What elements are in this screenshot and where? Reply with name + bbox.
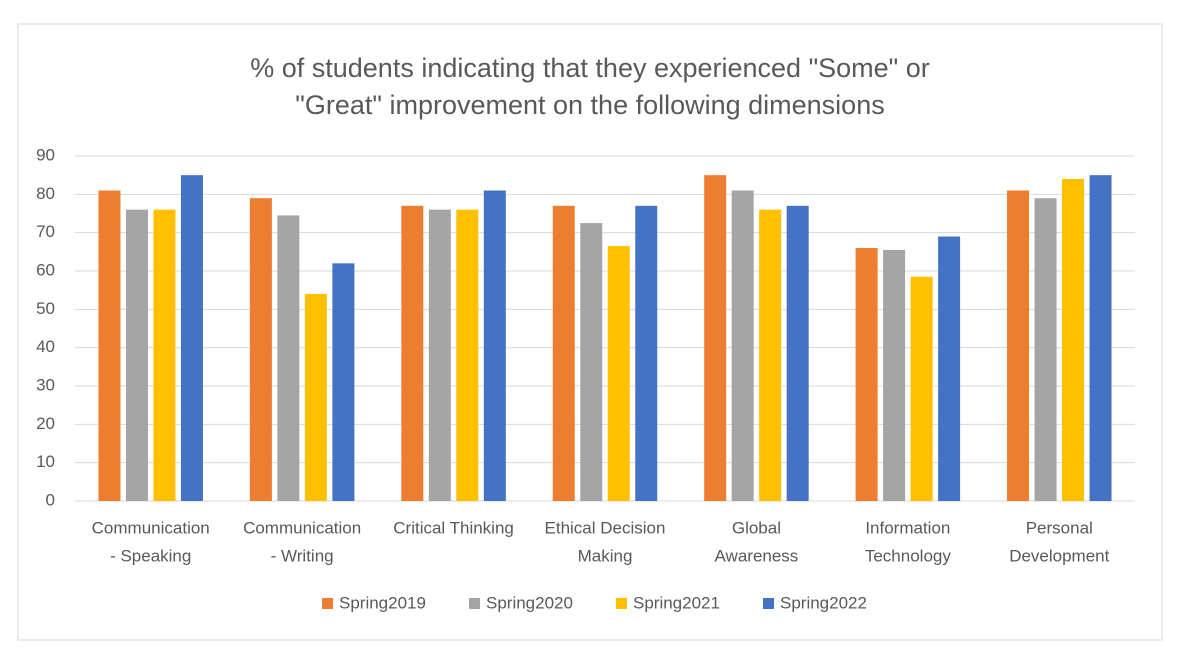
bar [759, 209, 782, 501]
chart-title: % of students indicating that they exper… [250, 53, 930, 83]
y-tick-label: 90 [36, 145, 55, 164]
bar [428, 209, 451, 501]
y-tick-label: 10 [36, 452, 55, 471]
x-tick-label: Communication [243, 518, 361, 537]
bar [98, 190, 121, 501]
bar [580, 223, 603, 502]
chart-title: "Great" improvement on the following dim… [295, 90, 884, 120]
bar [483, 190, 506, 501]
y-tick-label: 50 [36, 299, 55, 318]
bar [456, 209, 479, 501]
x-tick-label: Global [732, 518, 781, 537]
legend-swatch [322, 598, 333, 609]
y-tick-label: 60 [36, 260, 55, 279]
x-tick-label: - Writing [271, 546, 334, 565]
bar [938, 236, 961, 501]
y-tick-label: 0 [46, 490, 55, 509]
x-tick-label: Critical Thinking [393, 518, 514, 537]
x-tick-label: Information [865, 518, 950, 537]
bar [855, 248, 878, 501]
legend-label: Spring2021 [633, 593, 720, 612]
bar [249, 198, 272, 501]
bar [1034, 198, 1057, 501]
x-tick-label: - Speaking [110, 546, 191, 565]
bar [332, 263, 355, 501]
x-tick-label: Personal [1026, 518, 1093, 537]
x-tick-label: Awareness [715, 546, 799, 565]
x-tick-label: Making [578, 546, 633, 565]
bar [910, 276, 933, 501]
bar [304, 294, 327, 501]
y-tick-label: 30 [36, 375, 55, 394]
x-tick-label: Technology [865, 546, 952, 565]
legend-label: Spring2020 [486, 593, 573, 612]
bar [786, 205, 809, 502]
bar [125, 209, 148, 501]
bar [1089, 175, 1112, 501]
bar [704, 175, 727, 501]
y-tick-label: 80 [36, 184, 55, 203]
x-tick-label: Development [1009, 546, 1109, 565]
bar [1062, 179, 1085, 501]
x-tick-label: Communication [92, 518, 210, 537]
y-tick-label: 20 [36, 414, 55, 433]
bar [731, 190, 754, 501]
bar [552, 205, 575, 502]
bar [883, 249, 906, 501]
legend-swatch [763, 598, 774, 609]
y-tick-label: 40 [36, 337, 55, 356]
bar [153, 209, 176, 501]
y-tick-label: 70 [36, 222, 55, 241]
bar [635, 205, 658, 502]
legend-swatch [469, 598, 480, 609]
bar [401, 205, 424, 502]
legend-label: Spring2022 [780, 593, 867, 612]
bar [180, 175, 203, 501]
legend-label: Spring2019 [339, 593, 426, 612]
bar [277, 215, 300, 501]
x-tick-label: Ethical Decision [545, 518, 666, 537]
legend-swatch [616, 598, 627, 609]
bar [1007, 190, 1030, 501]
bar [607, 246, 630, 501]
